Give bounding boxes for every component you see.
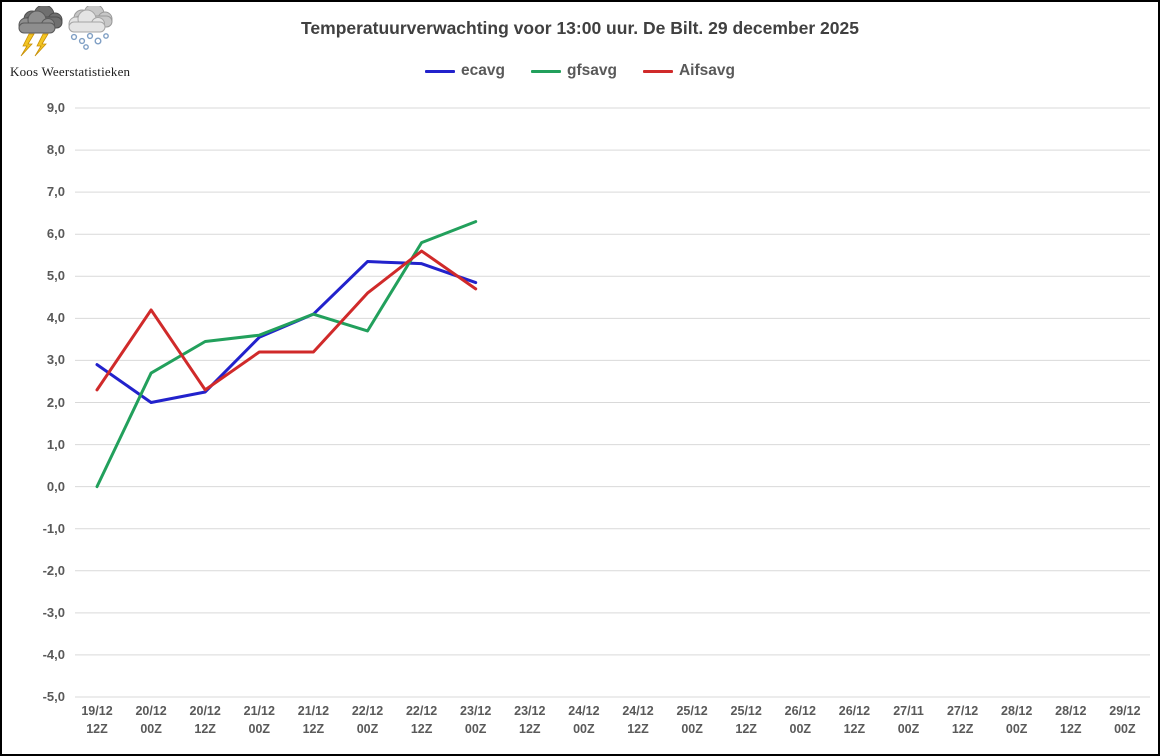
x-tick-run: 12Z xyxy=(86,721,108,736)
x-tick-label: 20/12 12Z xyxy=(178,703,232,738)
legend-swatch-icon xyxy=(530,69,561,73)
y-tick-label: 4,0 xyxy=(46,310,65,326)
legend-item-gfsavg: gfsavg xyxy=(530,62,617,80)
x-tick-label: 24/12 00Z xyxy=(557,703,611,738)
x-tick-label: 24/12 12Z xyxy=(611,703,665,738)
x-tick-date: 26/12 xyxy=(838,704,871,718)
series-line-gfsavg xyxy=(95,220,478,489)
x-tick-label: 19/12 12Z xyxy=(70,703,124,738)
snow-cloud-icon xyxy=(68,6,113,50)
x-tick-date: 24/12 xyxy=(622,704,654,718)
x-tick-run: 12Z xyxy=(951,721,974,736)
x-tick-label: 25/12 00Z xyxy=(665,703,719,738)
x-tick-label: 22/12 12Z xyxy=(395,703,449,738)
x-tick-run: 12Z xyxy=(735,721,757,736)
x-tick-run: 00Z xyxy=(464,721,487,736)
x-tick-run: 00Z xyxy=(1114,721,1136,736)
x-tick-label: 26/12 00Z xyxy=(773,703,827,738)
y-tick-label: -3,0 xyxy=(42,604,65,620)
series-line-ecavg xyxy=(95,260,478,404)
x-tick-label: 25/12 12Z xyxy=(719,703,773,738)
x-tick-label: 26/12 12Z xyxy=(827,703,881,738)
x-tick-date: 29/12 xyxy=(1109,704,1141,718)
legend-swatch-icon xyxy=(642,69,673,73)
y-tick-label: 7,0 xyxy=(46,184,65,200)
x-tick-run: 12Z xyxy=(410,721,433,736)
x-tick-label: 21/12 12Z xyxy=(286,703,340,738)
x-tick-run: 00Z xyxy=(1005,721,1028,736)
x-tick-date: 25/12 xyxy=(676,704,708,718)
y-tick-label: 1,0 xyxy=(46,436,65,452)
x-tick-label: 23/12 12Z xyxy=(503,703,557,738)
x-tick-run: 00Z xyxy=(573,721,595,736)
y-tick-label: 5,0 xyxy=(46,268,65,284)
x-tick-date: 28/12 xyxy=(1055,704,1087,718)
y-tick-label: 8,0 xyxy=(46,142,65,158)
y-tick-label: 9,0 xyxy=(46,100,65,115)
legend-label: Aifsavg xyxy=(678,62,735,79)
x-tick-date: 24/12 xyxy=(568,704,600,718)
x-tick-run: 12Z xyxy=(302,721,325,736)
legend-item-ecavg: ecavg xyxy=(425,62,505,80)
x-tick-run: 00Z xyxy=(248,721,271,736)
x-tick-date: 20/12 xyxy=(189,704,221,718)
y-tick-label: -5,0 xyxy=(42,689,65,704)
x-tick-label: 29/12 00Z xyxy=(1098,703,1152,738)
x-tick-run: 00Z xyxy=(356,721,379,736)
y-tick-label: 0,0 xyxy=(46,478,65,494)
x-tick-date: 27/12 xyxy=(946,704,979,718)
x-tick-run: 00Z xyxy=(681,721,703,736)
x-tick-label: 28/12 00Z xyxy=(990,703,1044,738)
y-tick-label: 3,0 xyxy=(46,352,65,368)
x-tick-label: 22/12 00Z xyxy=(341,703,395,738)
legend-item-Aifsavg: Aifsavg xyxy=(642,62,735,80)
x-tick-date: 22/12 xyxy=(351,704,384,718)
chart-legend: ecavg gfsavg Aifsavg xyxy=(0,62,1160,80)
x-tick-run: 12Z xyxy=(519,721,541,736)
x-tick-date: 28/12 xyxy=(1001,704,1033,718)
x-tick-run: 12Z xyxy=(1060,721,1082,736)
x-tick-date: 27/11 xyxy=(893,704,924,718)
y-tick-label: -4,0 xyxy=(42,646,65,662)
x-tick-date: 23/12 xyxy=(460,704,492,718)
x-tick-date: 25/12 xyxy=(730,704,762,718)
logo-text: Koos Weerstatistieken xyxy=(10,64,131,79)
y-tick-label: 6,0 xyxy=(46,226,65,242)
chart-title: Temperatuurverwachting voor 13:00 uur. D… xyxy=(301,18,859,38)
x-tick-run: 12Z xyxy=(627,721,649,736)
y-tick-label: -2,0 xyxy=(42,562,65,578)
x-tick-label: 21/12 00Z xyxy=(232,703,286,738)
y-tick-label: 2,0 xyxy=(46,394,65,410)
legend-label: ecavg xyxy=(461,62,505,79)
x-tick-label: 20/12 00Z xyxy=(124,703,178,738)
x-tick-date: 21/12 xyxy=(243,704,275,718)
x-tick-date: 23/12 xyxy=(514,704,546,718)
x-tick-date: 26/12 xyxy=(784,704,816,718)
logo xyxy=(18,6,113,57)
gridlines xyxy=(75,107,1150,698)
storm-cloud-lightning-icon xyxy=(18,6,63,57)
x-tick-run: 12Z xyxy=(194,721,216,736)
series-line-Aifsavg xyxy=(95,249,478,392)
x-tick-date: 19/12 xyxy=(81,704,113,718)
x-tick-run: 00Z xyxy=(789,721,812,736)
x-tick-date: 21/12 xyxy=(297,704,330,718)
x-tick-label: 27/11 00Z xyxy=(882,703,936,738)
x-tick-run: 00Z xyxy=(897,721,920,736)
x-tick-date: 20/12 xyxy=(135,704,167,718)
legend-swatch-icon xyxy=(425,69,456,73)
legend-label: gfsavg xyxy=(566,62,617,79)
x-tick-label: 27/12 12Z xyxy=(936,703,990,738)
y-tick-label: -1,0 xyxy=(42,520,65,536)
x-tick-date: 22/12 xyxy=(405,704,438,718)
x-tick-run: 12Z xyxy=(843,721,866,736)
x-tick-label: 23/12 00Z xyxy=(449,703,503,738)
x-tick-run: 00Z xyxy=(140,721,162,736)
x-tick-label: 28/12 12Z xyxy=(1044,703,1098,738)
